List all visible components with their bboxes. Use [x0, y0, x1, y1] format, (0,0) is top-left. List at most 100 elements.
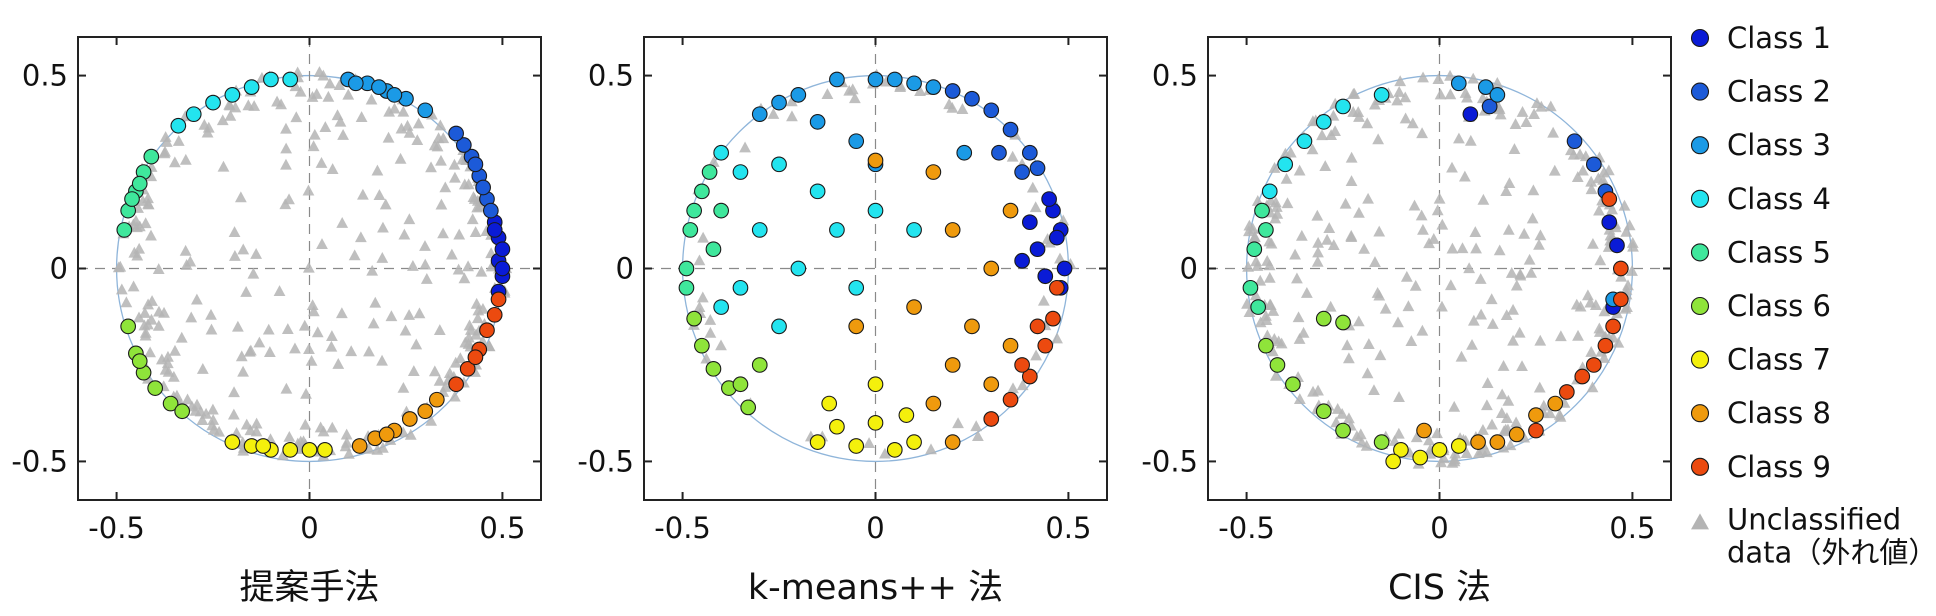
unclassified-marker	[317, 425, 330, 437]
unclassified-marker	[439, 181, 452, 193]
unclassified-marker	[425, 161, 437, 173]
unclassified-marker	[168, 156, 181, 168]
unclassified-marker	[437, 227, 449, 239]
unclassified-marker	[1327, 239, 1340, 250]
unclassified-marker	[298, 319, 311, 331]
data-point-class-7	[821, 395, 838, 412]
data-point-class-7	[301, 441, 318, 458]
unclassified-marker	[283, 430, 296, 442]
legend-label: Class 4	[1727, 182, 1831, 216]
data-point-class-2	[1014, 164, 1030, 180]
unclassified-marker	[1043, 236, 1056, 248]
unclassified-marker	[1269, 212, 1282, 224]
unclassified-marker	[1500, 185, 1513, 197]
unclassified-marker	[184, 255, 197, 267]
unclassified-marker	[326, 163, 339, 175]
data-point-class-3	[829, 71, 845, 88]
data-point-class-5	[116, 222, 133, 238]
unclassified-marker	[1574, 148, 1586, 160]
unclassified-marker	[1405, 335, 1418, 346]
unclassified-marker	[229, 249, 241, 261]
data-point-class-4	[263, 71, 279, 88]
unclassified-marker	[179, 153, 192, 165]
unclassified-marker	[693, 301, 706, 312]
unclassified-marker	[1312, 384, 1324, 396]
data-point-class-9	[1558, 384, 1575, 400]
data-point-class-6	[147, 380, 164, 396]
unclassified-marker	[326, 330, 338, 341]
unclassified-marker	[395, 122, 408, 134]
legend-label: Class 7	[1727, 343, 1831, 377]
unclassified-marker	[1353, 206, 1365, 218]
unclassified-marker	[275, 98, 287, 110]
panel-title: k-means++ 法	[748, 568, 1003, 608]
unclassified-marker	[1373, 289, 1386, 301]
data-point-class-4	[732, 279, 749, 296]
data-point-class-1	[1014, 252, 1030, 269]
unclassified-marker	[452, 263, 465, 275]
data-point-class-3	[1450, 75, 1467, 92]
unclassified-marker	[1518, 227, 1531, 239]
unclassified-marker	[142, 197, 155, 209]
data-point-class-8	[983, 376, 1000, 393]
unclassified-marker	[1554, 410, 1567, 422]
unclassified-marker	[399, 324, 412, 336]
unclassified-marker	[196, 362, 209, 374]
unclassified-marker	[172, 134, 185, 146]
unclassified-marker	[1352, 106, 1365, 117]
unclassified-marker	[1360, 439, 1373, 451]
unclassified-marker	[704, 326, 717, 338]
data-point-class-4	[809, 183, 826, 200]
unclassified-marker	[449, 356, 462, 368]
unclassified-marker	[715, 339, 727, 351]
unclassified-marker	[227, 408, 240, 420]
unclassified-marker	[1497, 360, 1510, 371]
data-point-class-4	[790, 260, 807, 277]
unclassified-marker	[185, 311, 198, 323]
data-point-class-7	[848, 438, 865, 454]
data-point-class-6	[694, 337, 710, 354]
unclassified-marker	[407, 260, 419, 271]
unclassified-marker	[469, 226, 482, 237]
unclassified-marker	[1598, 352, 1610, 363]
unclassified-marker	[138, 307, 151, 318]
unclassified-marker	[1585, 183, 1598, 195]
data-point-class-4	[1277, 156, 1294, 173]
data-point-class-5	[1254, 202, 1270, 219]
unclassified-marker	[1293, 164, 1306, 176]
data-point-class-9	[448, 376, 464, 393]
unclassified-marker	[324, 77, 336, 89]
data-point-class-7	[1431, 441, 1448, 458]
unclassified-marker	[1029, 201, 1042, 213]
data-point-class-5	[1242, 279, 1259, 296]
unclassified-marker	[234, 191, 247, 203]
unclassified-marker	[322, 90, 335, 102]
unclassified-marker	[1592, 172, 1605, 184]
unclassified-marker	[1345, 229, 1358, 241]
unclassified-marker	[376, 354, 388, 366]
unclassified-marker	[1516, 360, 1528, 372]
y-tick-label: 0.5	[1152, 59, 1198, 93]
legend-item-class-6: Class 6	[1690, 289, 1831, 323]
unclassified-marker	[1431, 427, 1443, 439]
unclassified-marker	[1345, 175, 1358, 187]
unclassified-marker	[1399, 112, 1412, 124]
unclassified-marker	[1339, 197, 1352, 209]
unclassified-marker	[411, 134, 424, 146]
unclassified-marker	[1374, 349, 1387, 361]
unclassified-marker	[412, 117, 425, 129]
data-point-class-5	[1250, 299, 1267, 315]
data-point-class-8	[378, 426, 395, 443]
data-point-class-9	[1601, 191, 1618, 207]
unclassified-marker	[1528, 108, 1540, 119]
unclassified-marker	[1604, 229, 1617, 241]
data-point-class-1	[1601, 214, 1618, 231]
legend-marker	[1690, 457, 1710, 476]
unclassified-marker	[397, 381, 410, 393]
unclassified-marker	[1410, 431, 1423, 443]
unclassified-marker	[133, 311, 145, 323]
unclassified-marker	[448, 390, 461, 402]
data-point-class-2	[944, 83, 961, 99]
unclassified-marker	[1406, 117, 1419, 129]
